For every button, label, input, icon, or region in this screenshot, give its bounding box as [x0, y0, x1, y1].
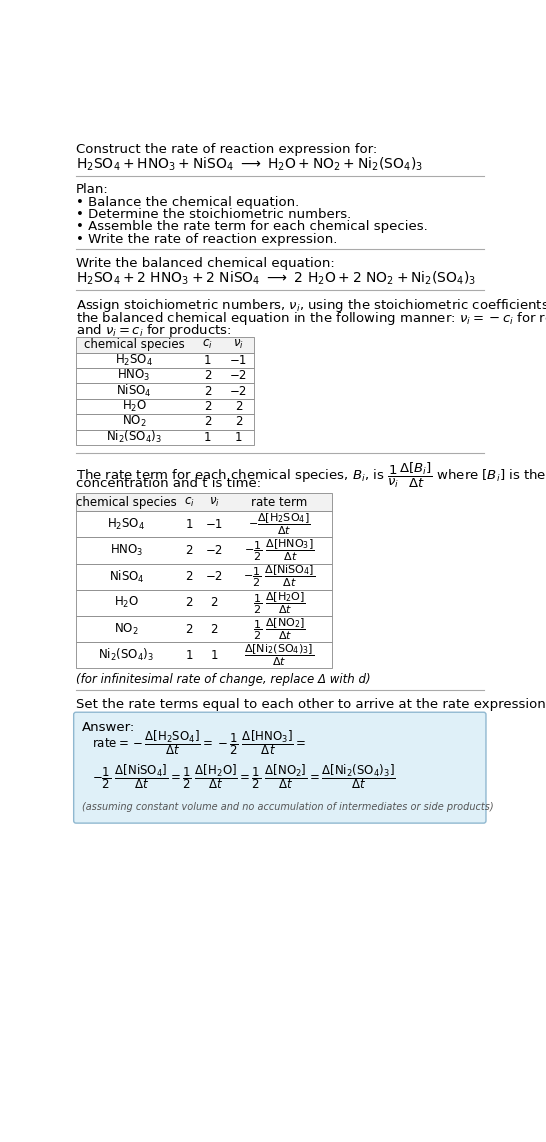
Bar: [76, 564, 332, 589]
Text: $\mathrm{H_2O}$: $\mathrm{H_2O}$: [122, 399, 147, 415]
Text: 2: 2: [204, 416, 211, 428]
Text: chemical species: chemical species: [76, 496, 177, 508]
Text: 2: 2: [204, 369, 211, 383]
Text: 2: 2: [210, 622, 218, 636]
Bar: [76, 429, 254, 445]
Text: 2: 2: [210, 596, 218, 610]
Text: Construct the rate of reaction expression for:: Construct the rate of reaction expressio…: [76, 143, 377, 156]
Text: $\mathrm{Ni_2(SO_4)_3}$: $\mathrm{Ni_2(SO_4)_3}$: [98, 648, 155, 664]
Text: 1: 1: [186, 517, 193, 531]
Text: −2: −2: [230, 369, 247, 383]
Text: 1: 1: [235, 431, 242, 444]
Text: $-\dfrac{\Delta[\mathrm{H_2SO_4}]}{\Delta t}$: $-\dfrac{\Delta[\mathrm{H_2SO_4}]}{\Delt…: [248, 512, 310, 537]
Bar: [76, 337, 254, 353]
Text: Set the rate terms equal to each other to arrive at the rate expression:: Set the rate terms equal to each other t…: [76, 698, 546, 710]
Text: −2: −2: [205, 544, 223, 557]
Text: chemical species: chemical species: [84, 338, 185, 352]
Text: $\dfrac{\Delta[\mathrm{Ni_2(SO_4)_3}]}{\Delta t}$: $\dfrac{\Delta[\mathrm{Ni_2(SO_4)_3}]}{\…: [244, 643, 314, 668]
Text: $\nu_i$: $\nu_i$: [209, 496, 219, 508]
Text: $\nu_i$: $\nu_i$: [233, 338, 244, 352]
Bar: [76, 353, 254, 368]
Text: $\dfrac{1}{2}\ \dfrac{\Delta[\mathrm{NO_2}]}{\Delta t}$: $\dfrac{1}{2}\ \dfrac{\Delta[\mathrm{NO_…: [253, 617, 305, 642]
Text: $\mathrm{H_2SO_4 + 2\ HNO_3 + 2\ NiSO_4\ \longrightarrow\ 2\ H_2O + 2\ NO_2 + Ni: $\mathrm{H_2SO_4 + 2\ HNO_3 + 2\ NiSO_4\…: [76, 270, 476, 287]
Bar: [76, 384, 254, 399]
Text: $\mathrm{NiSO_4}$: $\mathrm{NiSO_4}$: [109, 569, 144, 585]
Text: 2: 2: [204, 400, 211, 413]
Text: The rate term for each chemical species, $B_i$, is $\dfrac{1}{\nu_i}\dfrac{\Delt: The rate term for each chemical species,…: [76, 460, 546, 490]
Text: 2: 2: [186, 622, 193, 636]
Text: • Assemble the rate term for each chemical species.: • Assemble the rate term for each chemic…: [76, 220, 428, 233]
Text: $\mathrm{H_2O}$: $\mathrm{H_2O}$: [114, 595, 139, 611]
Text: $-\dfrac{1}{2}\ \dfrac{\Delta[\mathrm{NiSO_4}]}{\Delta t}$: $-\dfrac{1}{2}\ \dfrac{\Delta[\mathrm{Ni…: [243, 564, 315, 589]
Text: $c_i$: $c_i$: [203, 338, 213, 352]
Text: $\mathrm{HNO_3}$: $\mathrm{HNO_3}$: [110, 542, 143, 558]
Text: • Determine the stoichiometric numbers.: • Determine the stoichiometric numbers.: [76, 208, 351, 220]
Bar: [76, 538, 332, 564]
Text: • Write the rate of reaction expression.: • Write the rate of reaction expression.: [76, 233, 337, 246]
Text: −2: −2: [230, 385, 247, 397]
Text: $\mathrm{NiSO_4}$: $\mathrm{NiSO_4}$: [116, 383, 152, 400]
Text: $-\dfrac{1}{2}\ \dfrac{\Delta[\mathrm{NiSO_4}]}{\Delta t} = \dfrac{1}{2}\ \dfrac: $-\dfrac{1}{2}\ \dfrac{\Delta[\mathrm{Ni…: [92, 762, 395, 790]
Text: Assign stoichiometric numbers, $\nu_i$, using the stoichiometric coefficients, $: Assign stoichiometric numbers, $\nu_i$, …: [76, 297, 546, 314]
Bar: [76, 512, 332, 538]
Text: $\mathrm{NO_2}$: $\mathrm{NO_2}$: [114, 621, 139, 636]
Text: −1: −1: [230, 354, 247, 367]
Text: $\mathrm{rate} = -\dfrac{\Delta[\mathrm{H_2SO_4}]}{\Delta t} = -\dfrac{1}{2}\ \d: $\mathrm{rate} = -\dfrac{\Delta[\mathrm{…: [92, 727, 306, 757]
Text: 2: 2: [186, 544, 193, 557]
Text: Write the balanced chemical equation:: Write the balanced chemical equation:: [76, 257, 335, 271]
Text: $\mathrm{H_2SO_4}$: $\mathrm{H_2SO_4}$: [108, 517, 145, 532]
Text: $\dfrac{1}{2}\ \dfrac{\Delta[\mathrm{H_2O}]}{\Delta t}$: $\dfrac{1}{2}\ \dfrac{\Delta[\mathrm{H_2…: [253, 590, 305, 616]
Text: −1: −1: [205, 517, 223, 531]
Text: the balanced chemical equation in the following manner: $\nu_i = -c_i$ for react: the balanced chemical equation in the fo…: [76, 309, 546, 327]
Text: Plan:: Plan:: [76, 183, 109, 196]
Text: $\mathrm{Ni_2(SO_4)_3}$: $\mathrm{Ni_2(SO_4)_3}$: [106, 429, 162, 445]
Bar: [76, 616, 332, 642]
Text: • Balance the chemical equation.: • Balance the chemical equation.: [76, 195, 299, 209]
Text: 2: 2: [235, 416, 242, 428]
Text: 1: 1: [210, 649, 218, 661]
Text: 1: 1: [186, 649, 193, 661]
Text: $-\dfrac{1}{2}\ \dfrac{\Delta[\mathrm{HNO_3}]}{\Delta t}$: $-\dfrac{1}{2}\ \dfrac{\Delta[\mathrm{HN…: [244, 538, 314, 563]
Text: $c_i$: $c_i$: [184, 496, 194, 508]
Text: $\mathrm{NO_2}$: $\mathrm{NO_2}$: [122, 415, 146, 429]
Text: (for infinitesimal rate of change, replace Δ with d): (for infinitesimal rate of change, repla…: [76, 673, 371, 686]
Text: and $\nu_i = c_i$ for products:: and $\nu_i = c_i$ for products:: [76, 322, 232, 339]
Text: 2: 2: [186, 596, 193, 610]
Text: $\mathrm{H_2SO_4}$: $\mathrm{H_2SO_4}$: [115, 353, 153, 368]
Bar: [76, 493, 332, 512]
Text: 2: 2: [204, 385, 211, 397]
Text: −2: −2: [205, 570, 223, 584]
Text: $\mathrm{H_2SO_4 + HNO_3 + NiSO_4\ \longrightarrow\ H_2O + NO_2 + Ni_2(SO_4)_3}$: $\mathrm{H_2SO_4 + HNO_3 + NiSO_4\ \long…: [76, 155, 423, 172]
Text: concentration and t is time:: concentration and t is time:: [76, 477, 261, 490]
Bar: [76, 589, 332, 616]
Text: (assuming constant volume and no accumulation of intermediates or side products): (assuming constant volume and no accumul…: [82, 802, 494, 812]
Bar: [76, 642, 332, 668]
Bar: [76, 415, 254, 429]
Bar: [76, 399, 254, 415]
FancyBboxPatch shape: [74, 713, 486, 823]
Text: rate term: rate term: [251, 496, 307, 508]
Text: 1: 1: [204, 354, 211, 367]
Text: 2: 2: [186, 570, 193, 584]
Bar: [76, 368, 254, 384]
Text: $\mathrm{HNO_3}$: $\mathrm{HNO_3}$: [117, 368, 151, 384]
Text: Answer:: Answer:: [82, 721, 135, 733]
Text: 1: 1: [204, 431, 211, 444]
Text: 2: 2: [235, 400, 242, 413]
